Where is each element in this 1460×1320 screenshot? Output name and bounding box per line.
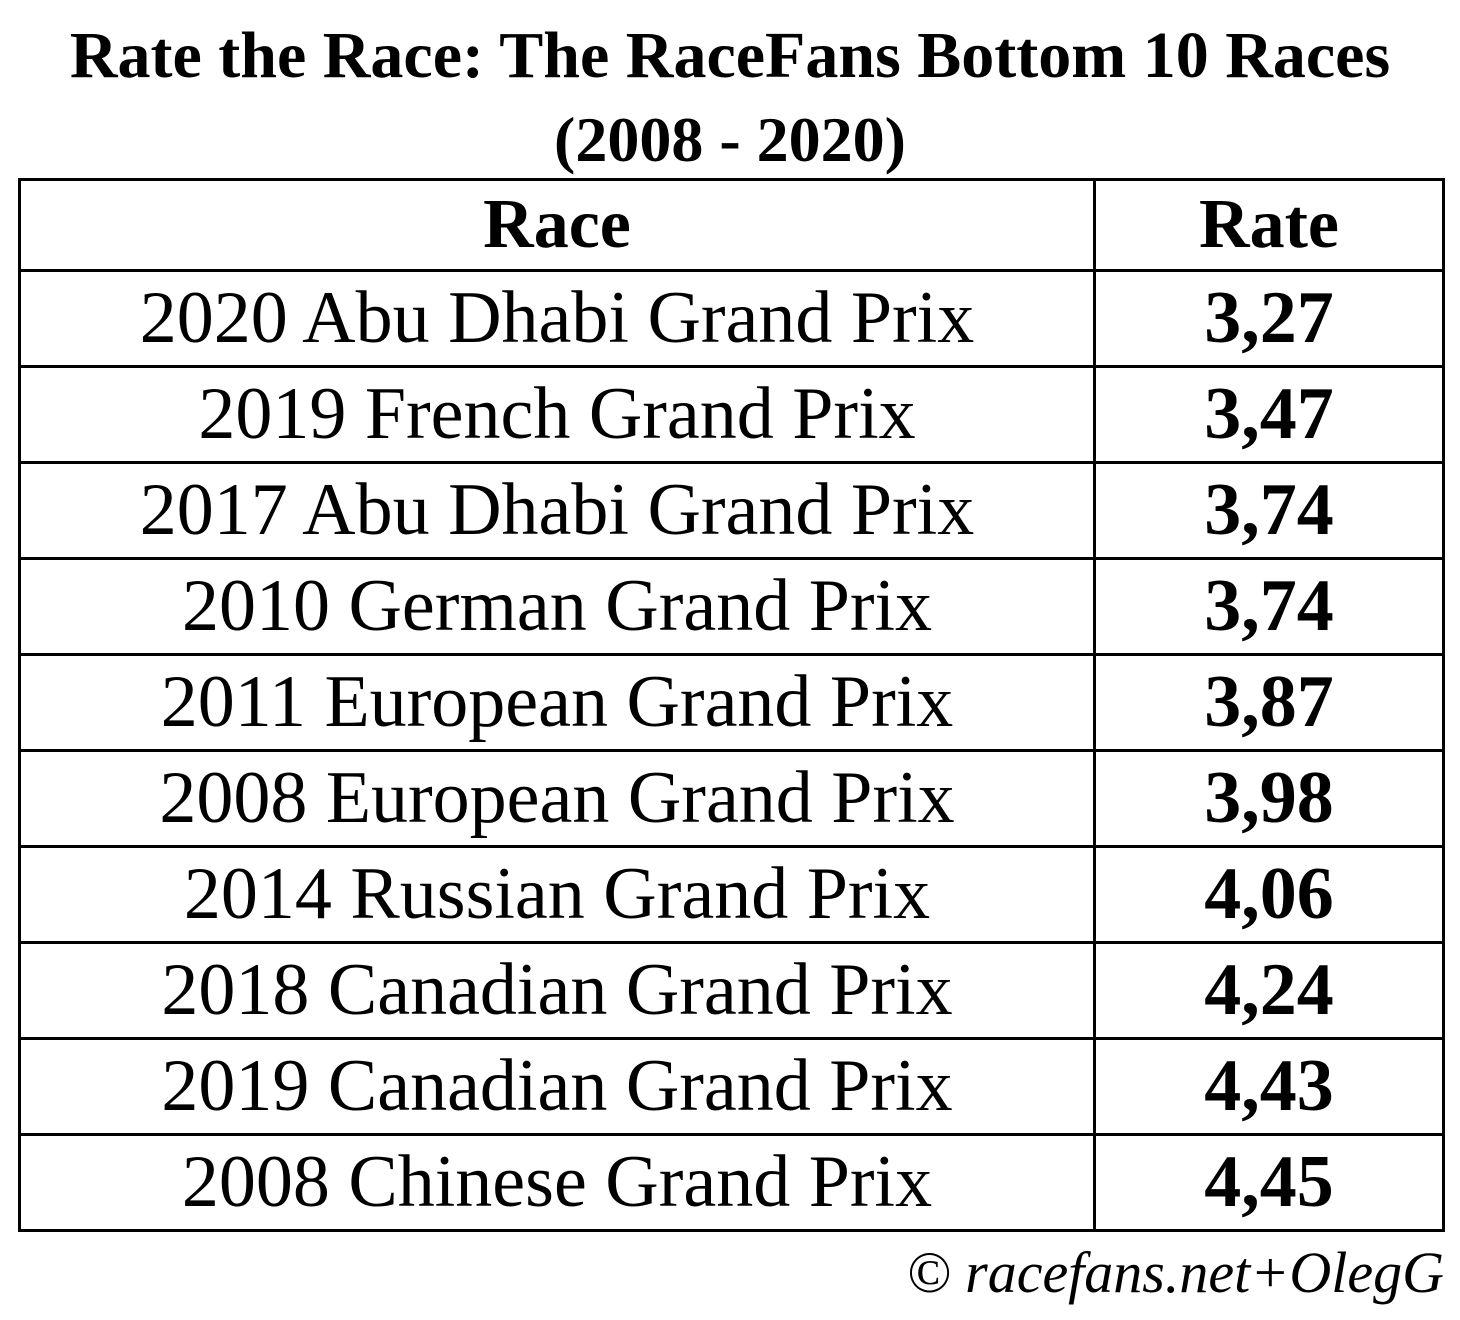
- race-name: 2011 European Grand Prix: [18, 653, 1096, 752]
- table-row: 2011 European Grand Prix 3,87: [18, 653, 1445, 752]
- column-header-race: Race: [18, 178, 1096, 272]
- bottom-10-races-table: Race Rate 2020 Abu Dhabi Grand Prix 3,27…: [18, 178, 1445, 1232]
- table-row: 2014 Russian Grand Prix 4,06: [18, 845, 1445, 944]
- race-name: 2020 Abu Dhabi Grand Prix: [18, 269, 1096, 368]
- race-rate: 3,74: [1093, 557, 1445, 656]
- race-name: 2010 German Grand Prix: [18, 557, 1096, 656]
- table-row: 2020 Abu Dhabi Grand Prix 3,27: [18, 269, 1445, 368]
- race-rate: 3,27: [1093, 269, 1445, 368]
- race-rate: 4,06: [1093, 845, 1445, 944]
- race-rate: 4,43: [1093, 1037, 1445, 1136]
- race-rate: 3,98: [1093, 749, 1445, 848]
- table-row: 2010 German Grand Prix 3,74: [18, 557, 1445, 656]
- race-name: 2018 Canadian Grand Prix: [18, 941, 1096, 1040]
- page-title: Rate the Race: The RaceFans Bottom 10 Ra…: [0, 0, 1460, 178]
- race-name: 2008 European Grand Prix: [18, 749, 1096, 848]
- table-row: 2008 Chinese Grand Prix 4,45: [18, 1133, 1445, 1232]
- race-rate: 4,24: [1093, 941, 1445, 1040]
- table-row: 2017 Abu Dhabi Grand Prix 3,74: [18, 461, 1445, 560]
- column-header-rate: Rate: [1093, 178, 1445, 272]
- table-row: 2018 Canadian Grand Prix 4,24: [18, 941, 1445, 1040]
- table-row: 2019 French Grand Prix 3,47: [18, 365, 1445, 464]
- race-rate: 3,47: [1093, 365, 1445, 464]
- table-row: 2008 European Grand Prix 3,98: [18, 749, 1445, 848]
- table-row: 2019 Canadian Grand Prix 4,43: [18, 1037, 1445, 1136]
- race-name: 2017 Abu Dhabi Grand Prix: [18, 461, 1096, 560]
- table-header-row: Race Rate: [18, 178, 1445, 272]
- race-name: 2008 Chinese Grand Prix: [18, 1133, 1096, 1232]
- title-line-2: (2008 - 2020): [554, 104, 906, 175]
- race-rate: 4,45: [1093, 1133, 1445, 1232]
- race-name: 2014 Russian Grand Prix: [18, 845, 1096, 944]
- title-line-1: Rate the Race: The RaceFans Bottom 10 Ra…: [69, 19, 1391, 92]
- race-rate: 3,87: [1093, 653, 1445, 752]
- race-name: 2019 Canadian Grand Prix: [18, 1037, 1096, 1136]
- source-credit: © racefans.net+OlegG: [906, 1240, 1444, 1305]
- race-name: 2019 French Grand Prix: [18, 365, 1096, 464]
- race-rate: 3,74: [1093, 461, 1445, 560]
